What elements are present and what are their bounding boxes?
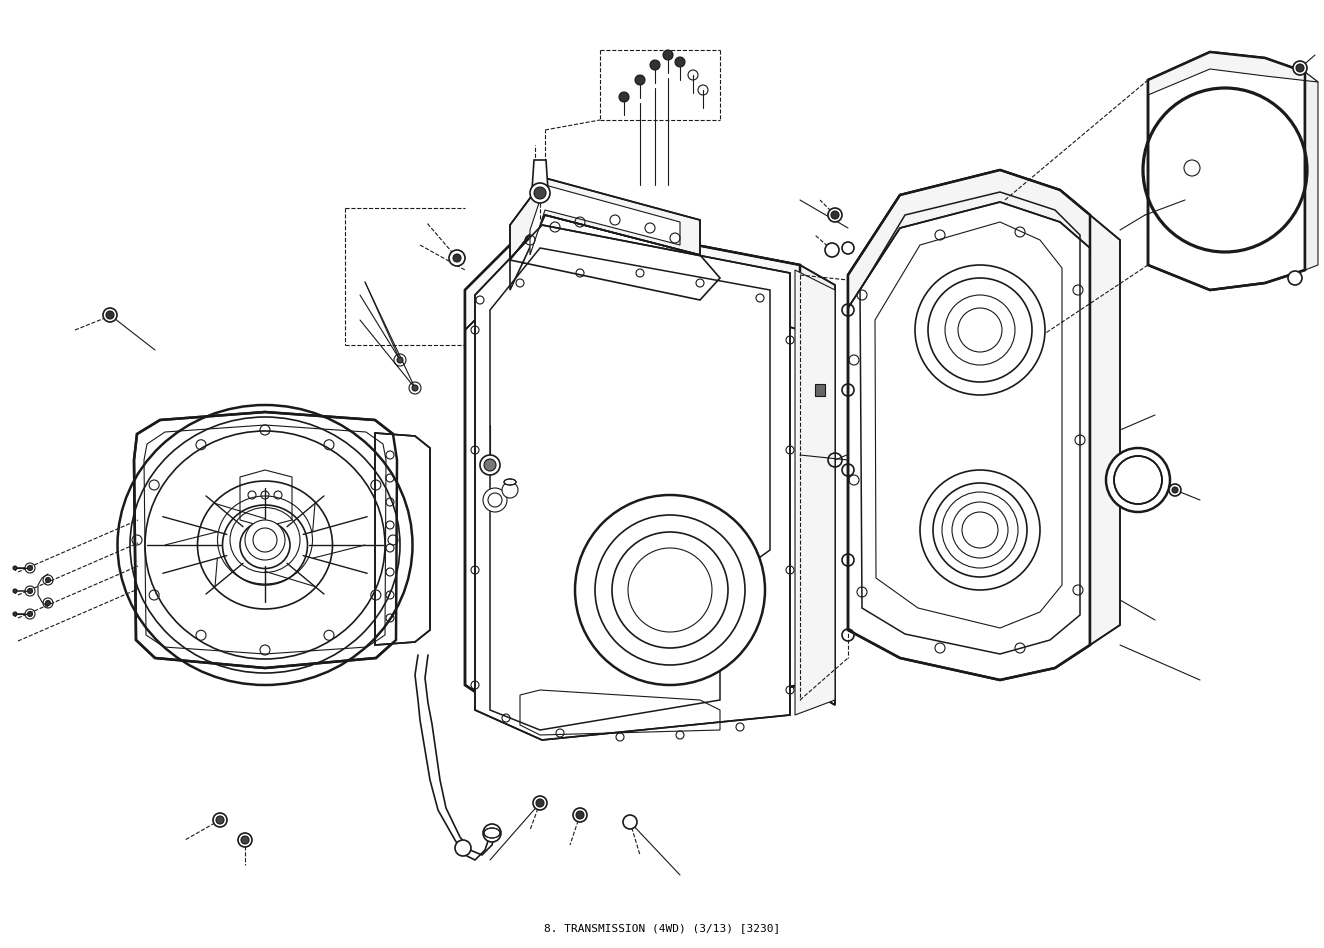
Circle shape <box>216 816 224 824</box>
Circle shape <box>915 265 1045 395</box>
Circle shape <box>575 495 765 685</box>
Circle shape <box>1106 448 1170 512</box>
Circle shape <box>213 813 226 827</box>
Circle shape <box>45 600 50 606</box>
Circle shape <box>1113 456 1162 504</box>
Polygon shape <box>794 270 835 715</box>
Circle shape <box>573 808 587 822</box>
Circle shape <box>106 311 114 319</box>
Circle shape <box>13 589 17 593</box>
Circle shape <box>28 589 33 593</box>
Circle shape <box>534 187 545 199</box>
Polygon shape <box>800 265 835 705</box>
Circle shape <box>238 833 252 847</box>
Circle shape <box>241 836 249 844</box>
Circle shape <box>45 577 50 582</box>
Circle shape <box>483 488 507 512</box>
Circle shape <box>831 211 839 219</box>
Circle shape <box>245 520 285 560</box>
Circle shape <box>941 492 1018 568</box>
Polygon shape <box>465 215 800 735</box>
Circle shape <box>663 50 673 60</box>
Circle shape <box>1294 61 1307 75</box>
Circle shape <box>481 455 500 475</box>
Polygon shape <box>847 170 1090 680</box>
Circle shape <box>636 75 645 85</box>
Polygon shape <box>475 225 790 740</box>
Ellipse shape <box>504 479 516 485</box>
Circle shape <box>28 611 33 616</box>
Circle shape <box>594 515 745 665</box>
Circle shape <box>963 512 998 548</box>
Polygon shape <box>1148 52 1305 290</box>
Circle shape <box>576 811 584 819</box>
Polygon shape <box>1305 72 1317 270</box>
Polygon shape <box>1148 52 1317 95</box>
Circle shape <box>13 612 17 616</box>
Circle shape <box>1169 484 1181 496</box>
Circle shape <box>28 566 33 571</box>
Circle shape <box>620 92 629 102</box>
Polygon shape <box>510 178 700 260</box>
Circle shape <box>13 566 17 570</box>
Circle shape <box>945 295 1016 365</box>
Text: 8. TRANSMISSION (4WD) (3/13) [3230]: 8. TRANSMISSION (4WD) (3/13) [3230] <box>544 923 780 933</box>
Circle shape <box>483 824 500 842</box>
Polygon shape <box>1090 215 1120 645</box>
Polygon shape <box>465 215 800 330</box>
Circle shape <box>397 357 402 363</box>
Circle shape <box>675 57 685 67</box>
Circle shape <box>920 470 1039 590</box>
Polygon shape <box>490 248 771 730</box>
Polygon shape <box>847 170 1090 308</box>
Circle shape <box>825 243 839 257</box>
Circle shape <box>536 799 544 807</box>
Polygon shape <box>134 412 397 668</box>
Polygon shape <box>375 433 430 645</box>
Circle shape <box>1288 271 1301 285</box>
Circle shape <box>502 482 518 498</box>
Circle shape <box>534 796 547 810</box>
Polygon shape <box>510 215 720 300</box>
Circle shape <box>103 308 117 322</box>
Circle shape <box>485 459 496 471</box>
Circle shape <box>455 840 471 856</box>
Circle shape <box>412 385 418 391</box>
Circle shape <box>530 183 549 203</box>
Circle shape <box>453 254 461 262</box>
Polygon shape <box>532 160 548 190</box>
Circle shape <box>1172 487 1178 493</box>
Circle shape <box>1296 64 1304 72</box>
Circle shape <box>449 250 465 266</box>
Polygon shape <box>816 384 825 396</box>
Circle shape <box>650 60 659 70</box>
Circle shape <box>624 815 637 829</box>
Ellipse shape <box>485 828 500 838</box>
Polygon shape <box>530 185 681 255</box>
Circle shape <box>828 208 842 222</box>
